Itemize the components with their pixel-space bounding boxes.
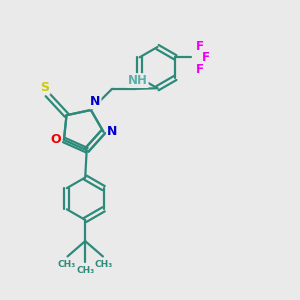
Text: CH₃: CH₃ <box>76 266 94 275</box>
Text: F: F <box>196 40 204 52</box>
Text: S: S <box>40 81 50 94</box>
Text: NH: NH <box>128 74 148 87</box>
Text: F: F <box>202 51 210 64</box>
Text: F: F <box>196 63 204 76</box>
Text: N: N <box>107 125 117 138</box>
Text: CH₃: CH₃ <box>94 260 112 269</box>
Text: N: N <box>90 95 101 108</box>
Text: CH₃: CH₃ <box>58 260 76 269</box>
Text: O: O <box>50 134 61 146</box>
